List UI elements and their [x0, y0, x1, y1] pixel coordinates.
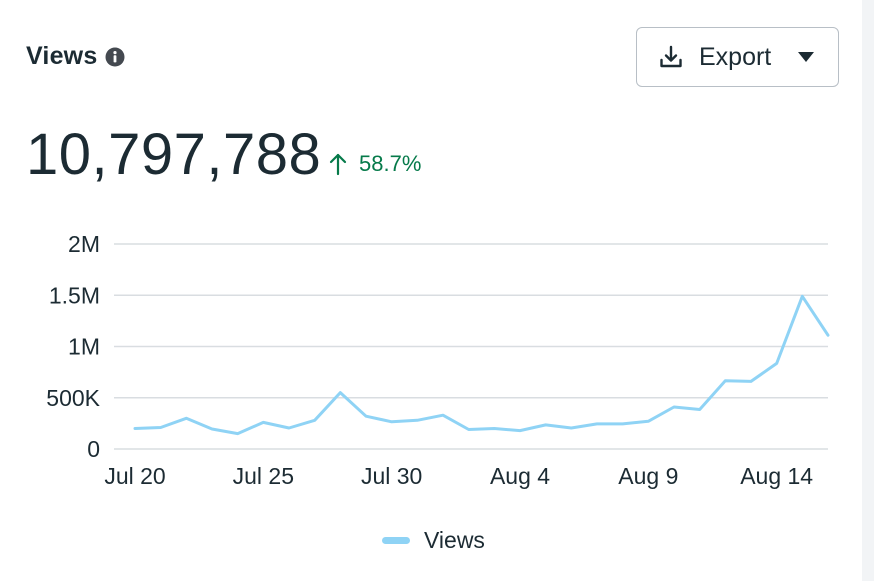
export-label: Export [699, 42, 772, 71]
y-tick-label: 1.5M [49, 282, 100, 308]
change-percent: 58.7% [359, 151, 422, 176]
x-tick-label: Jul 20 [104, 463, 165, 489]
card-header: Views [26, 42, 125, 71]
info-circle-icon[interactable] [105, 47, 125, 67]
x-tick-label: Jul 25 [233, 463, 294, 489]
x-axis-ticks: Jul 20 Jul 25 Jul 30 Aug 4 Aug 9 Aug 14 [104, 463, 813, 489]
export-button[interactable]: Export [636, 27, 839, 87]
change-indicator: 58.7% [328, 151, 421, 177]
legend-swatch-views [382, 537, 410, 544]
series-line-views[interactable] [133, 294, 830, 436]
y-tick-label: 1M [68, 334, 100, 360]
views-line-chart: 0 500K 1M 1.5M 2M Jul 20 Jul 25 Jul 30 Aug 4 Aug… [46, 231, 830, 489]
arrow-up-icon [329, 153, 347, 176]
y-axis-ticks: 0 500K 1M 1.5M 2M [46, 231, 100, 462]
x-tick-label: Jul 30 [361, 463, 422, 489]
legend-label-views: Views [424, 527, 485, 553]
y-tick-label: 500K [46, 385, 100, 411]
chart-legend[interactable]: Views [382, 527, 485, 554]
caret-down-icon [798, 52, 815, 62]
chart-grid [114, 243, 828, 450]
x-tick-label: Aug 4 [490, 463, 550, 489]
download-icon [660, 45, 682, 68]
page-background-strip [862, 0, 874, 581]
chart-series [133, 294, 830, 436]
y-tick-label: 0 [87, 436, 100, 462]
total-views-value: 10,797,788 [26, 122, 322, 187]
x-tick-label: Aug 9 [618, 463, 678, 489]
card-title: Views [26, 42, 98, 70]
y-tick-label: 2M [68, 231, 100, 257]
x-tick-label: Aug 14 [740, 463, 813, 489]
